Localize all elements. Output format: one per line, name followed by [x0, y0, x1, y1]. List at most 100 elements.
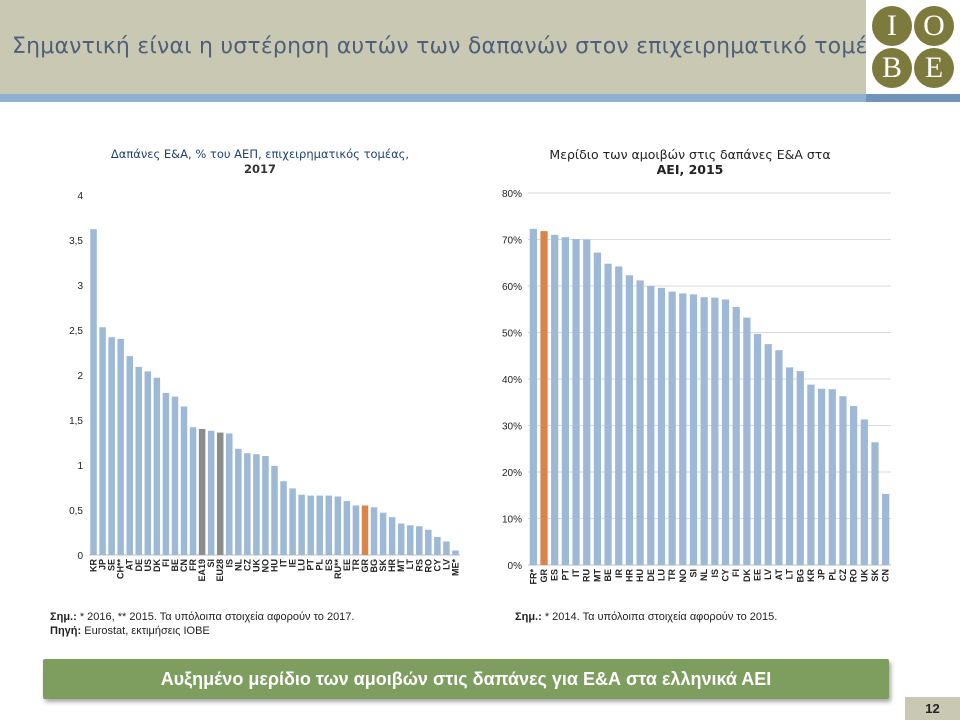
chart1-category-label: PT	[306, 559, 316, 571]
chart2-bar-tr	[668, 291, 676, 565]
chart1-category-label: FR	[188, 559, 198, 571]
chart2-bar-kr	[807, 384, 815, 565]
chart1-category-label: MT	[396, 559, 406, 572]
chart1-bar-us	[144, 371, 152, 555]
chart2-bar-jp	[817, 388, 826, 565]
chart1-bar-pl	[316, 495, 324, 555]
chart2-bar-hr	[625, 275, 634, 565]
chart1-bar-fr	[189, 427, 197, 555]
chart1-bar-dk	[153, 377, 161, 555]
chart2-bar-cn	[882, 493, 890, 565]
chart1-ytick-label: 2	[77, 371, 83, 382]
chart1-bar-ee	[343, 501, 351, 555]
chart1-category-label: CY	[432, 559, 442, 572]
chart2-category-label: SI	[688, 569, 698, 578]
chart2-bar-uk	[860, 419, 868, 565]
chart2-title-line2: ΑΕΙ, 2015	[656, 162, 724, 177]
chart1-category-label: SI	[206, 559, 216, 568]
chart2-category-label: HR	[624, 569, 634, 582]
chart1-ytick-label: 0,5	[69, 506, 83, 517]
chart1-category-label: SE	[107, 559, 117, 571]
chart2-bar-sk	[871, 442, 879, 565]
chart2-category-label: CN	[881, 569, 891, 582]
chart2-category-label: LV	[763, 569, 773, 580]
chart2-bar-nl	[700, 297, 708, 565]
chart1-ytick-label: 4	[77, 191, 83, 202]
chart2-category-label: FI	[731, 569, 741, 577]
chart1-bar-tr	[352, 505, 360, 555]
chart1-bar-is	[225, 433, 233, 555]
chart1-bar-de	[135, 366, 143, 555]
chart1-category-label: ME*	[450, 559, 460, 577]
chart1-ytick-label: 1,5	[69, 416, 83, 427]
chart1-category-label: IE	[288, 559, 298, 568]
chart2-category-label: KR	[806, 569, 816, 582]
chart2-bar-de	[647, 286, 655, 565]
chart2-bar-fr	[529, 228, 537, 565]
chart2-bar-is	[711, 297, 719, 565]
chart2-category-label: TR	[667, 569, 677, 581]
chart1-bar-cz	[244, 453, 251, 555]
chart2-category-label: FR*	[528, 569, 538, 585]
chart1-bar-es	[325, 495, 333, 555]
chart1-source-label: Πηγή:	[50, 625, 82, 637]
chart1-ytick-label: 1	[77, 461, 83, 472]
chart1-bar-ea19	[198, 429, 206, 555]
chart2-category-label: NL	[699, 569, 709, 581]
chart2-bar-ee	[753, 333, 762, 565]
chart1-category-label: ES	[324, 559, 334, 571]
chart1-category-label: JP	[98, 559, 108, 570]
chart1-category-label: LU	[297, 559, 307, 571]
chart1-category-label: RS	[414, 559, 424, 572]
chart2-category-label: MT	[592, 569, 602, 582]
logo-letter-i: I	[872, 6, 912, 46]
chart2-ytick-label: 10%	[502, 515, 522, 526]
chart2-bar-si	[689, 294, 698, 565]
chart1-bar-sk	[379, 512, 387, 555]
chart2-bar-hu	[636, 280, 644, 565]
chart1-category-label: CN	[179, 559, 189, 572]
chart1-category-label: CH**	[116, 559, 126, 580]
chart2-plot: 0% 10% 20% 30% 40% 50% 60% 70% 80% FR* GR ES PT IT RU M…	[502, 189, 891, 585]
chart2-ytick-label: 40%	[502, 375, 522, 386]
chart1-ytick-label: 0	[77, 551, 83, 562]
chart2-category-label: CY	[721, 569, 731, 582]
chart1-category-label: RU**	[333, 559, 343, 580]
header-divider	[0, 94, 960, 102]
chart1-bar-no	[262, 456, 269, 555]
chart2-ytick-label: 70%	[502, 236, 522, 247]
chart2-bar-lv	[764, 344, 772, 565]
chart2-category-label: RU	[582, 569, 592, 582]
chart1-category-label: NO	[260, 559, 270, 573]
chart2-title: Μερίδιο των αμοιβών στις δαπάνες Ε&Α στα…	[525, 147, 855, 177]
chart2-bar-es	[551, 234, 559, 565]
chart1-category-label: NL	[233, 559, 243, 571]
chart1-category-label: FI	[161, 559, 171, 567]
chart1-bar-se	[108, 337, 115, 555]
chart1-bar-be	[171, 396, 179, 555]
chart1-bar-lt	[406, 525, 414, 555]
chart1-source-text: Eurostat, εκτιμήσεις ΙΟΒΕ	[84, 625, 210, 637]
chart2-note: Σημ.: * 2014. Τα υπόλοιπα στοιχεία αφορο…	[515, 610, 777, 624]
chart2-bar-ru	[583, 239, 591, 565]
chart1-category-label: GR	[360, 558, 370, 572]
chart1-bar-gr	[361, 505, 369, 555]
chart1-bar-cy	[434, 537, 441, 555]
chart1-bar-rs	[416, 526, 423, 555]
chart2-bar-ro	[850, 405, 858, 565]
chart1-category-label: RO	[423, 559, 433, 573]
chart2-bar-gr	[540, 231, 548, 565]
chart1-bar-si	[207, 430, 215, 555]
chart1-bar-ru	[334, 496, 342, 555]
chart1-bar-ie	[289, 488, 296, 555]
logo-letter-b: B	[872, 48, 912, 88]
chart2-bar-cy	[721, 299, 730, 565]
chart1-category-label: LT	[405, 558, 415, 569]
chart1-bar-eu28	[216, 432, 224, 555]
chart2-category-label: IS	[710, 569, 720, 578]
chart1-bar-mt	[397, 523, 405, 555]
chart1-category-label: EU28	[215, 559, 225, 582]
header-divider-accent	[866, 94, 960, 102]
chart2-title-line1: Μερίδιο των αμοιβών στις δαπάνες Ε&Α στα	[549, 147, 831, 162]
